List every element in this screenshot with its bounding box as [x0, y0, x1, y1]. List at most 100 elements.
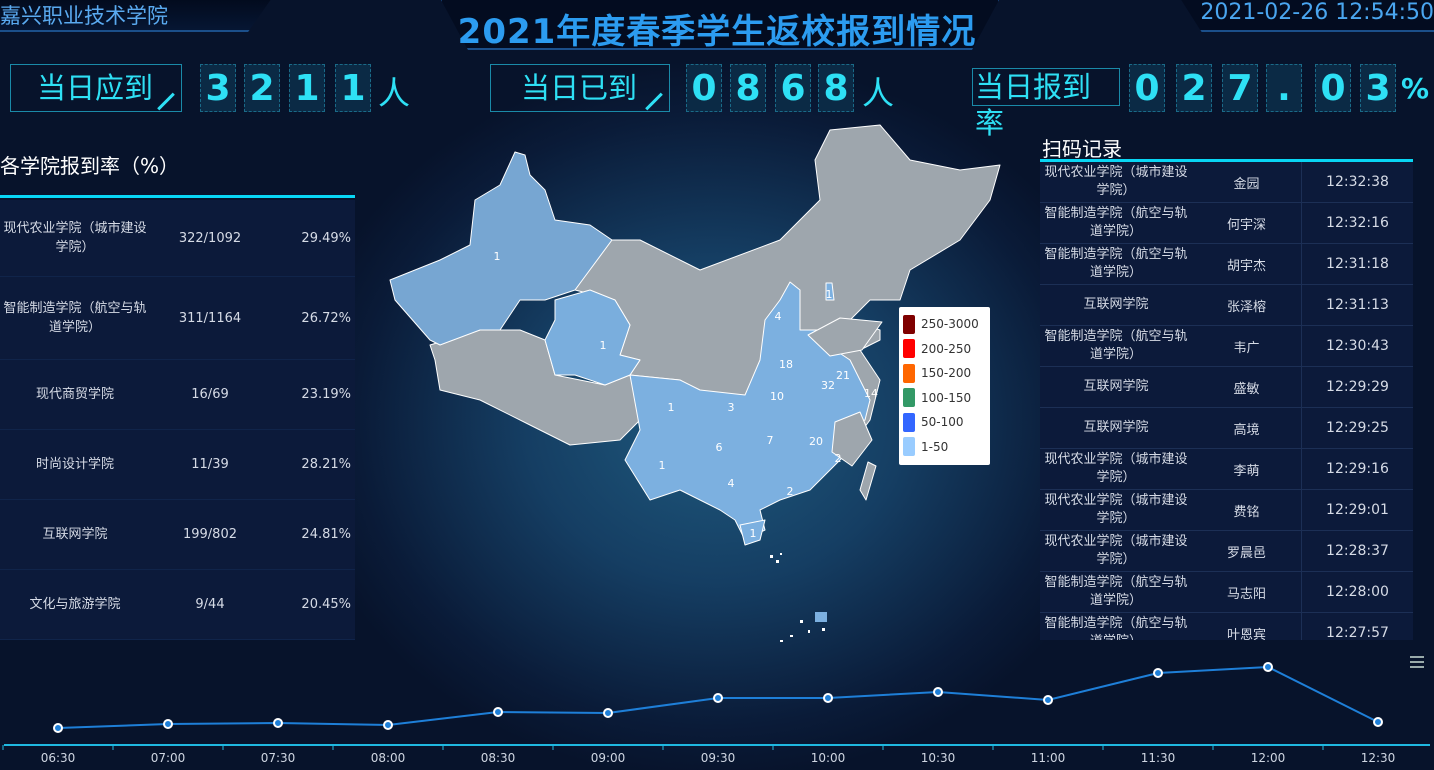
scan-college: 互联网学院 — [1083, 420, 1149, 435]
province-value: 32 — [821, 379, 835, 392]
expected-digit: 3 — [200, 64, 236, 112]
province-value: 3 — [728, 401, 735, 414]
map-legend: 250-3000 200-250 150-200 100-150 50-100 … — [899, 307, 990, 465]
province-value: 4 — [728, 477, 735, 490]
page-title: 2021年度春季学生返校报到情况 — [457, 12, 977, 52]
map-region-xinjiang[interactable] — [389, 151, 613, 346]
college-name: 现代农业学院（城市建设学院） — [3, 221, 147, 255]
province-value: 6 — [716, 441, 723, 454]
college-ratio: 16/69 — [191, 387, 229, 402]
province-value: 1 — [826, 288, 833, 301]
data-point[interactable] — [163, 719, 173, 729]
data-point[interactable] — [1043, 695, 1053, 705]
scan-name: 盛敏 — [1192, 367, 1302, 407]
divider — [1040, 159, 1413, 162]
rate-unit: % — [1401, 72, 1430, 105]
legend-swatch — [903, 339, 915, 359]
data-point[interactable] — [713, 693, 723, 703]
x-tick-label: 06:30 — [41, 751, 76, 765]
legend-label: 1-50 — [921, 439, 949, 454]
data-point[interactable] — [383, 720, 393, 730]
table-row: 现代农业学院（城市建设学院） 322/1092 29.49% — [0, 200, 355, 277]
header-right-frame — [1180, 0, 1434, 32]
map-region-taiwan[interactable] — [859, 461, 877, 501]
header-title-frame — [440, 0, 1000, 50]
rate-digit: . — [1266, 64, 1302, 112]
scan-name: 高境 — [1192, 408, 1302, 448]
school-name: 嘉兴职业技术学院 — [0, 4, 168, 28]
table-row: 互联网学院 199/802 24.81% — [0, 500, 355, 570]
x-tick-label: 09:30 — [701, 751, 736, 765]
college-ratio: 9/44 — [195, 597, 225, 612]
scan-time: 12:29:29 — [1326, 379, 1389, 395]
map-region-zhejiang[interactable] — [831, 411, 873, 467]
data-point[interactable] — [1153, 668, 1163, 678]
x-tick-label: 10:00 — [811, 751, 846, 765]
legend-item[interactable]: 1-50 — [903, 435, 986, 460]
table-row: 现代农业学院（城市建设学院） 李萌 12:29:16 — [1040, 449, 1413, 490]
table-row: 智能制造学院（航空与轨道学院） 何宇深 12:32:16 — [1040, 203, 1413, 244]
legend-item[interactable]: 50-100 — [903, 410, 986, 435]
expected-label: 当日应到 — [10, 64, 182, 112]
datetime: 2021-02-26 12:54:50 — [1200, 0, 1434, 25]
divider — [0, 195, 355, 198]
legend-label: 200-250 — [921, 341, 972, 356]
legend-item[interactable]: 250-3000 — [903, 312, 986, 337]
college-rate: 26.72% — [301, 310, 351, 326]
legend-label: 50-100 — [921, 415, 964, 430]
legend-item[interactable]: 100-150 — [903, 386, 986, 411]
scan-name: 张泽榕 — [1192, 285, 1302, 325]
scan-name: 李萌 — [1192, 449, 1302, 489]
legend-swatch — [903, 363, 915, 383]
scan-time: 12:32:16 — [1326, 215, 1389, 231]
rate-label: 当日报到率 — [972, 68, 1120, 140]
table-row: 智能制造学院（航空与轨道学院） 311/1164 26.72% — [0, 277, 355, 360]
college-rate: 28.21% — [301, 457, 351, 472]
table-row: 智能制造学院（航空与轨道学院） 韦广 12:30:43 — [1040, 326, 1413, 367]
scan-name: 何宇深 — [1192, 203, 1302, 243]
legend-item[interactable]: 200-250 — [903, 337, 986, 362]
map-region-tianjin[interactable] — [825, 282, 835, 301]
province-value: 1 — [494, 250, 501, 263]
scan-name: 费铭 — [1192, 490, 1302, 530]
legend-swatch — [903, 388, 915, 408]
arrived-digit: 0 — [686, 64, 722, 112]
scan-college: 现代农业学院（城市建设学院） — [1044, 493, 1188, 526]
x-tick-label: 07:30 — [261, 751, 296, 765]
map-region-hainan[interactable] — [739, 519, 766, 546]
data-point[interactable] — [603, 708, 613, 718]
data-point[interactable] — [273, 718, 283, 728]
chart-menu-icon[interactable] — [1410, 656, 1424, 668]
x-tick-label: 11:30 — [1141, 751, 1176, 765]
legend-label: 250-3000 — [921, 317, 979, 332]
scan-time: 12:31:13 — [1326, 297, 1389, 313]
data-point[interactable] — [493, 707, 503, 717]
data-point[interactable] — [1373, 717, 1383, 727]
scan-time: 12:30:43 — [1326, 338, 1389, 354]
college-name: 智能制造学院（航空与轨道学院） — [3, 301, 147, 335]
x-tick-label: 12:00 — [1251, 751, 1286, 765]
arrived-digit: 8 — [730, 64, 766, 112]
table-row: 现代农业学院（城市建设学院） 金园 12:32:38 — [1040, 162, 1413, 203]
data-point[interactable] — [933, 687, 943, 697]
scan-name: 金园 — [1192, 162, 1302, 202]
x-tick-label: 10:30 — [921, 751, 956, 765]
table-row: 互联网学院 张泽榕 12:31:13 — [1040, 285, 1413, 326]
scan-time: 12:29:01 — [1326, 502, 1389, 518]
college-rate: 24.81% — [301, 527, 351, 542]
province-value: 2 — [835, 452, 842, 465]
rate-digit: 0 — [1129, 64, 1165, 112]
scan-college: 互联网学院 — [1083, 297, 1149, 312]
data-point[interactable] — [1263, 662, 1273, 672]
province-value: 4 — [775, 310, 782, 323]
data-point[interactable] — [823, 693, 833, 703]
x-tick-label: 08:00 — [371, 751, 406, 765]
expected-digit: 2 — [244, 64, 280, 112]
map-region-shandong[interactable] — [807, 317, 883, 357]
legend-item[interactable]: 150-200 — [903, 361, 986, 386]
scan-time: 12:28:37 — [1326, 543, 1389, 559]
x-tick-label: 11:00 — [1031, 751, 1066, 765]
data-point[interactable] — [53, 723, 63, 733]
college-ratio: 199/802 — [182, 527, 237, 542]
scan-records-table[interactable]: 现代农业学院（城市建设学院） 金园 12:32:38 智能制造学院（航空与轨道学院）何… — [1040, 162, 1413, 640]
